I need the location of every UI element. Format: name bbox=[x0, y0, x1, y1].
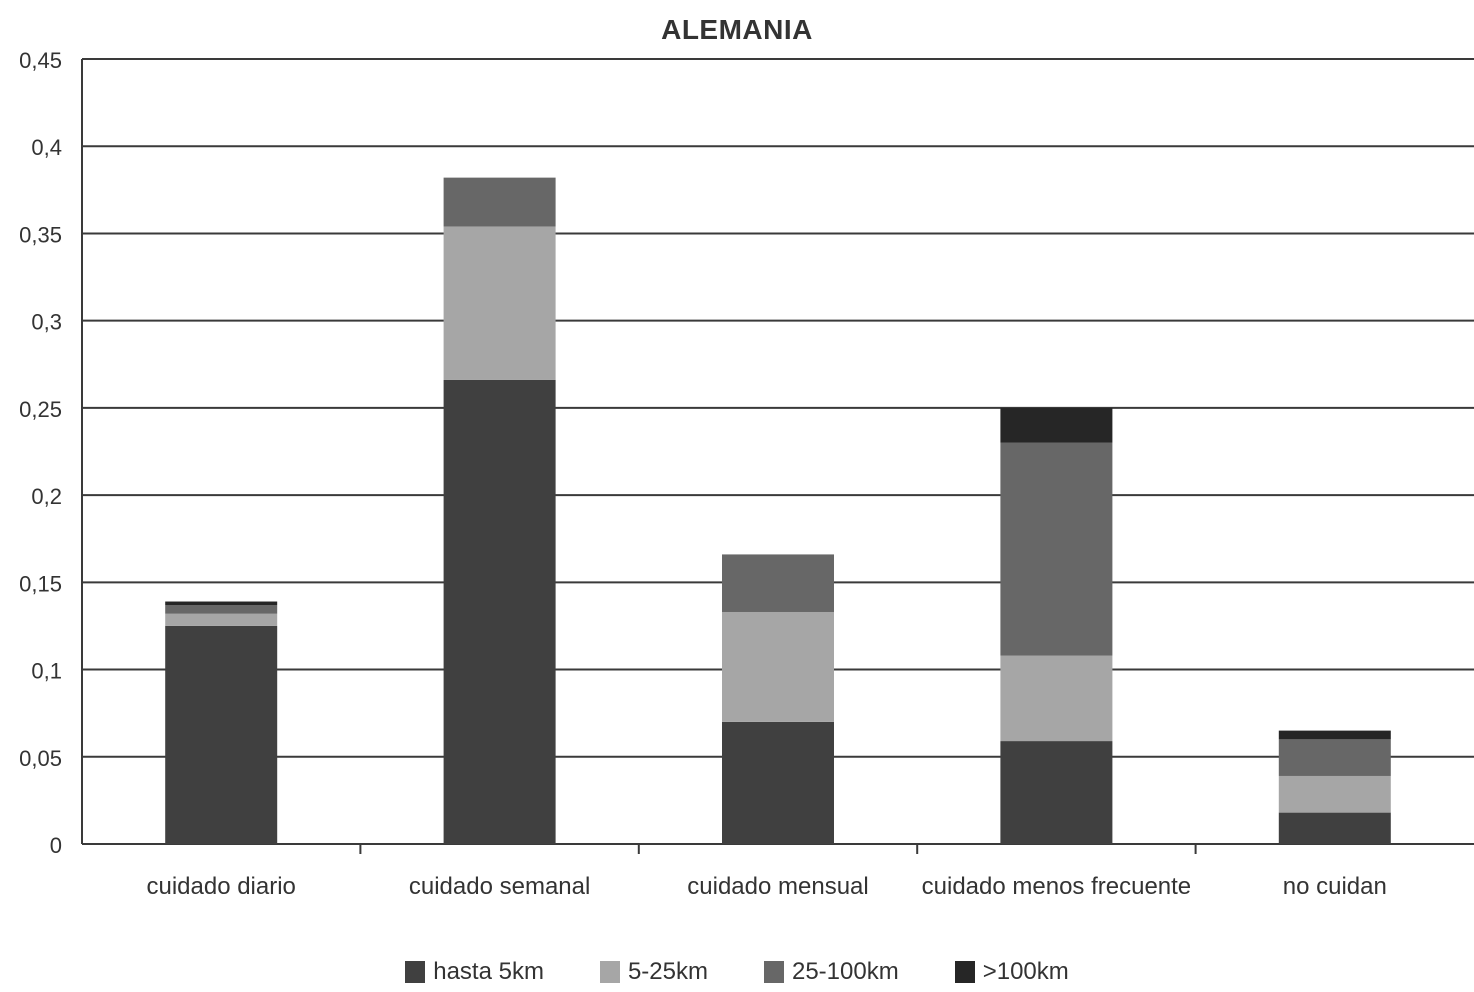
bar-segment bbox=[722, 721, 834, 844]
bar-segment bbox=[443, 379, 556, 844]
bar-segment bbox=[1000, 442, 1113, 656]
bar-segment bbox=[443, 226, 556, 380]
y-tick-label: 0,2 bbox=[31, 484, 62, 509]
legend-label: hasta 5km bbox=[433, 958, 544, 985]
x-tick-label: cuidado mensual bbox=[687, 873, 868, 900]
legend-label: >100km bbox=[982, 958, 1069, 985]
y-tick-label: 0,45 bbox=[19, 48, 62, 73]
bar-segment bbox=[1278, 775, 1391, 813]
bar-segment bbox=[165, 601, 278, 606]
y-tick-label: 0 bbox=[50, 833, 62, 858]
bar-segment bbox=[1278, 730, 1391, 740]
legend-label: 25-100km bbox=[791, 958, 899, 985]
bar-segment bbox=[165, 625, 278, 844]
legend-item: 25-100km bbox=[763, 958, 899, 986]
plot-area: 0 0,05 0,1 0,15 0,2 0,25 0,3 0,35 0,4 0,45 cuidado… bbox=[19, 48, 1474, 900]
x-tick-label: cuidado menos frecuente bbox=[922, 873, 1192, 900]
legend-swatch bbox=[405, 961, 426, 983]
x-tick-label: cuidado diario bbox=[146, 873, 295, 900]
legend: hasta 5km 5-25km 25-100km >100km bbox=[0, 958, 1474, 986]
y-tick-label: 0,25 bbox=[19, 397, 62, 422]
legend-swatch bbox=[954, 961, 975, 983]
bar-segment bbox=[1000, 741, 1113, 844]
y-tick-label: 0,3 bbox=[31, 310, 62, 335]
y-tick-label: 0,35 bbox=[19, 222, 62, 247]
bar-segment bbox=[722, 554, 834, 612]
legend-swatch bbox=[763, 961, 784, 983]
x-tick-label: cuidado semanal bbox=[409, 873, 590, 900]
legend-item: hasta 5km bbox=[405, 958, 544, 986]
bar-segment bbox=[722, 611, 834, 722]
bar-segment bbox=[1278, 739, 1391, 776]
legend-swatch bbox=[599, 961, 620, 983]
bar-segment bbox=[1000, 655, 1113, 742]
bar-segment bbox=[165, 605, 278, 614]
bar-segment bbox=[1000, 407, 1113, 443]
legend-item: >100km bbox=[954, 958, 1069, 986]
bar-segment bbox=[165, 613, 278, 626]
bar-segment bbox=[443, 177, 556, 227]
y-tick-label: 0,4 bbox=[31, 135, 62, 160]
y-tick-label: 0,1 bbox=[31, 659, 62, 684]
legend-label: 5-25km bbox=[627, 958, 708, 985]
y-tick-label: 0,05 bbox=[19, 746, 62, 771]
bar-segment bbox=[1278, 812, 1391, 844]
legend-item: 5-25km bbox=[599, 958, 708, 986]
x-tick-label: no cuidan bbox=[1283, 873, 1387, 900]
y-tick-label: 0,15 bbox=[19, 571, 62, 596]
chart-title: ALEMANIA bbox=[661, 14, 813, 45]
